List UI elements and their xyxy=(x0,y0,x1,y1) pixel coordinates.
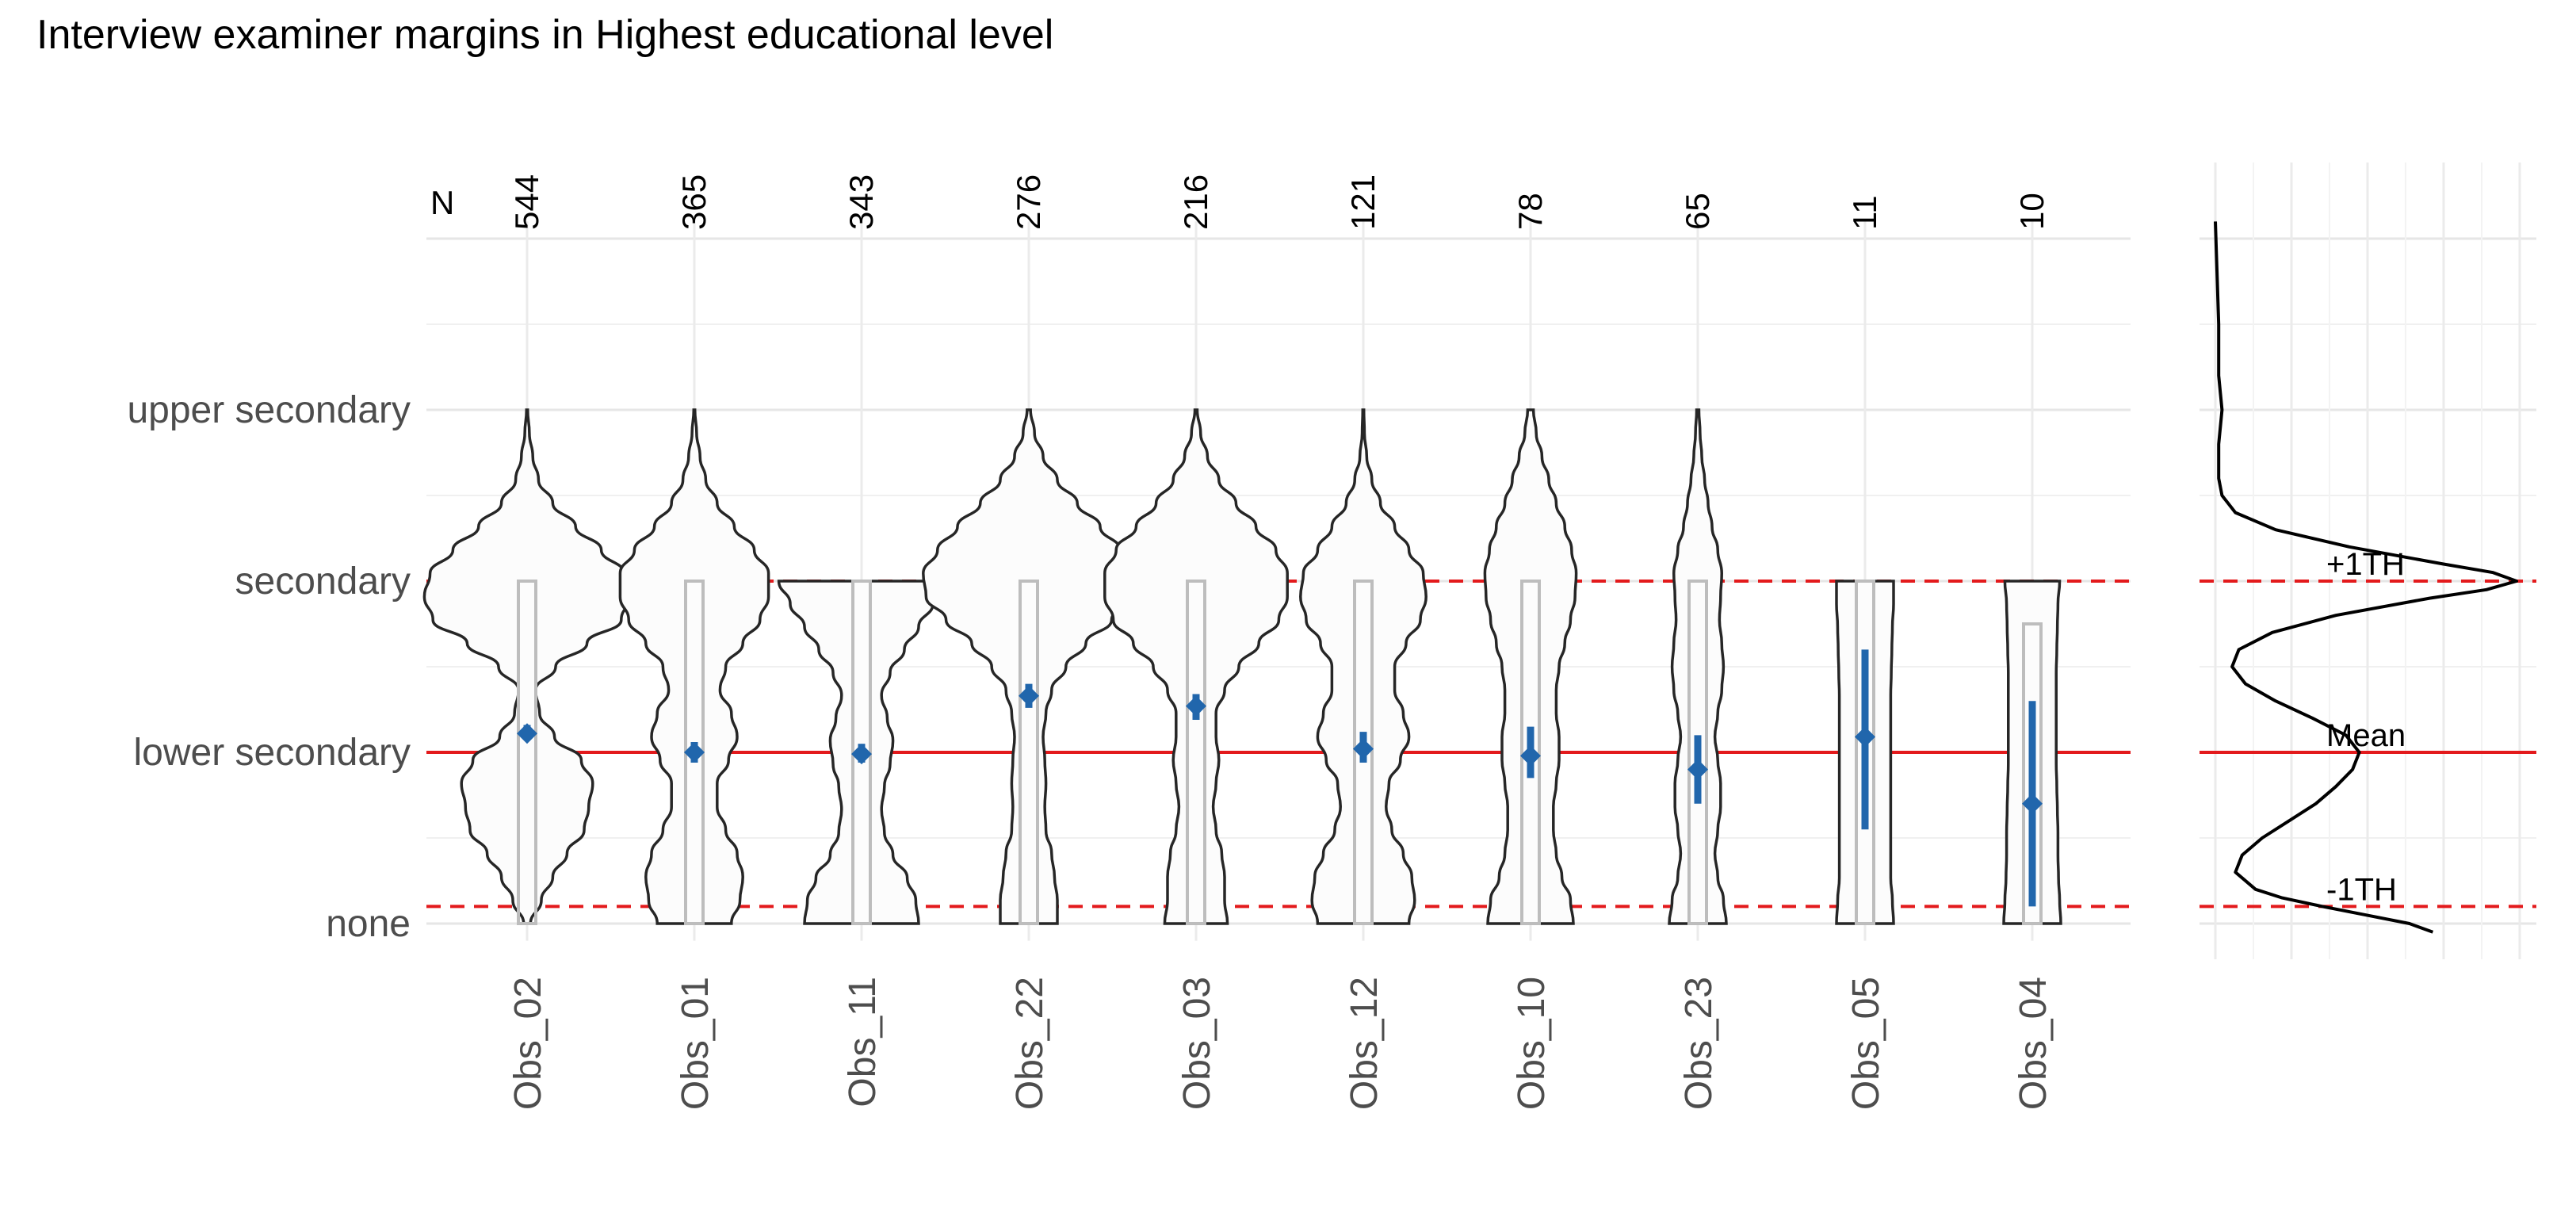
mean-point-Obs_22 xyxy=(1019,685,1039,706)
mean-point-Obs_03 xyxy=(1186,695,1206,717)
y-tick-label: none xyxy=(326,903,411,945)
chart-title: Interview examiner margins in Highest ed… xyxy=(36,12,1054,58)
violin-Obs_03 xyxy=(1103,408,1289,925)
n-label: 343 xyxy=(843,174,880,230)
violin-Obs_10 xyxy=(1483,408,1578,925)
y-tick-label: upper secondary xyxy=(127,389,411,431)
x-tick-label: Obs_12 xyxy=(1343,977,1385,1110)
box-Obs_05 xyxy=(1855,580,1875,925)
n-label: 65 xyxy=(1679,193,1716,230)
x-tick-label: Obs_22 xyxy=(1009,977,1051,1110)
n-label: 276 xyxy=(1010,174,1047,230)
mean-point-Obs_04 xyxy=(2022,793,2043,814)
box-Obs_02 xyxy=(517,580,537,925)
box-Obs_11 xyxy=(851,580,872,925)
violin-Obs_12 xyxy=(1299,408,1428,925)
minus-1th-label: -1TH xyxy=(2326,872,2397,907)
box-Obs_23 xyxy=(1687,580,1708,925)
side-density-panel: +1TH Mean -1TH xyxy=(2214,221,2518,934)
mean-point-Obs_11 xyxy=(851,744,872,765)
n-header: N xyxy=(430,184,454,221)
violin-Obs_02 xyxy=(422,408,632,925)
x-tick-label: Obs_05 xyxy=(1845,977,1887,1110)
x-tick-label: Obs_10 xyxy=(1511,977,1553,1110)
plus-1th-label: +1TH xyxy=(2326,547,2405,582)
n-label: 216 xyxy=(1177,174,1214,230)
y-tick-label: secondary xyxy=(235,560,411,603)
x-tick-label: Obs_11 xyxy=(842,977,884,1107)
mean-point-Obs_01 xyxy=(684,742,705,763)
box-Obs_22 xyxy=(1019,580,1039,925)
mean-point-Obs_12 xyxy=(1353,738,1374,759)
x-tick-label: Obs_23 xyxy=(1678,977,1720,1110)
axis-labels: 544 Obs_02 365 Obs_01 343 Obs_11 276 Obs_22 216 O… xyxy=(127,174,2054,1110)
n-label: 11 xyxy=(1846,195,1883,230)
mean-point-Obs_02 xyxy=(517,723,537,744)
box-Obs_04 xyxy=(2022,622,2043,925)
x-tick-label: Obs_04 xyxy=(2012,977,2054,1110)
box-Obs_10 xyxy=(1520,580,1541,925)
violin-Obs_23 xyxy=(1668,408,1728,925)
n-label: 365 xyxy=(675,174,713,230)
violins xyxy=(422,408,2062,925)
box-Obs_12 xyxy=(1353,580,1374,925)
n-label: 10 xyxy=(2013,193,2050,230)
x-tick-label: Obs_02 xyxy=(507,977,549,1110)
box-Obs_03 xyxy=(1186,580,1206,925)
mean-point-Obs_23 xyxy=(1687,759,1708,780)
y-tick-label: lower secondary xyxy=(134,732,411,774)
violin-Obs_22 xyxy=(922,408,1136,925)
n-label: 544 xyxy=(508,174,545,230)
n-label: 121 xyxy=(1344,174,1382,230)
density-curve xyxy=(2214,221,2518,934)
mean-label: Mean xyxy=(2326,718,2406,753)
violin-Obs_01 xyxy=(618,408,770,925)
mean-point-Obs_10 xyxy=(1520,745,1541,767)
mean-point-Obs_05 xyxy=(1855,726,1875,748)
x-tick-label: Obs_01 xyxy=(675,977,717,1110)
x-tick-label: Obs_03 xyxy=(1176,977,1218,1110)
n-label: 78 xyxy=(1512,193,1549,230)
